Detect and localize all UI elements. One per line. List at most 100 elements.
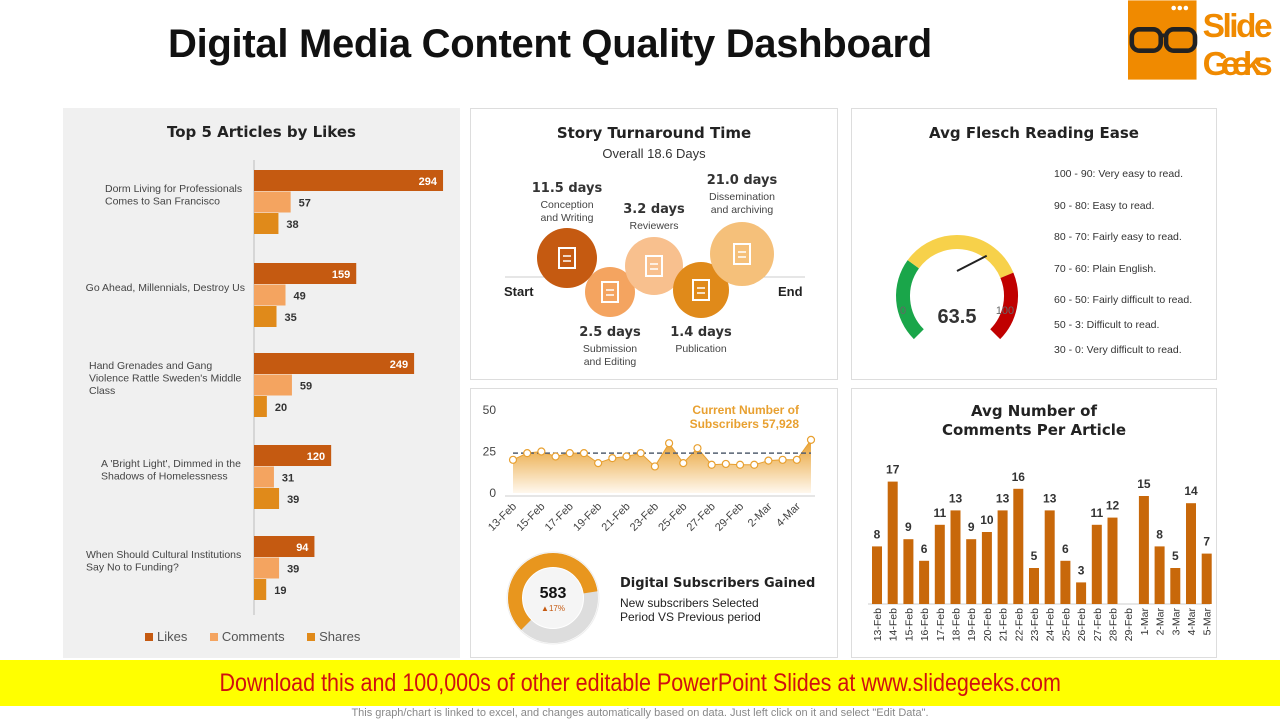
data-point <box>579 449 589 458</box>
document-pen-icon <box>558 247 576 269</box>
megaphone-icon <box>733 243 751 265</box>
annotation-line: Current Number of <box>692 403 799 417</box>
glasses-icon: Slide Geeks <box>1128 0 1273 80</box>
icon-shape <box>601 281 619 303</box>
stage-label: Publication <box>675 343 727 355</box>
y-tick-label: 0 <box>489 486 496 500</box>
donut-fill <box>508 553 598 643</box>
x-tick-label: 27-Feb <box>1092 608 1104 641</box>
data-label: 14 <box>1184 484 1198 498</box>
reading-ease-legend-item: 70 - 60: Plain English. <box>1054 263 1156 275</box>
data-point <box>636 449 645 458</box>
data-label: 11 <box>1090 506 1103 520</box>
x-tick-label: 5-Mar <box>1202 607 1214 635</box>
data-label: 15 <box>1137 477 1151 491</box>
data-label: 6 <box>921 542 928 556</box>
stage-circle <box>585 267 635 317</box>
stage-days: 11.5 days <box>532 181 603 196</box>
gained-value: 583 <box>540 585 567 602</box>
x-tick-label: 4-Mar <box>1186 607 1198 635</box>
reading-ease-legend-item: 60 - 50: Fairly difficult to read. <box>1054 294 1192 306</box>
desc-line: New subscribers Selected <box>620 596 759 610</box>
annotation-line: Subscribers 57,928 <box>689 417 799 431</box>
data-label: 13 <box>996 491 1010 505</box>
gauge-yellow-segment <box>907 235 1014 279</box>
bar <box>1154 546 1165 604</box>
x-tick-label: 3-Mar <box>1170 607 1182 635</box>
panel-title: Avg Number of Comments Per Article <box>852 402 1216 440</box>
bar <box>887 481 898 604</box>
icon-shape <box>645 255 663 277</box>
data-label: 11 <box>933 506 946 520</box>
legend-likes: Likes <box>145 629 187 644</box>
area-fill <box>513 439 811 493</box>
stage-label: Conception <box>540 199 593 211</box>
bar <box>1170 568 1181 604</box>
bar <box>1060 560 1071 604</box>
data-point <box>608 454 617 463</box>
data-point <box>679 459 688 468</box>
legend-comments: Comments <box>209 629 285 644</box>
data-point <box>806 435 816 444</box>
x-tick-label: 23-Feb <box>1029 608 1041 641</box>
x-tick-label: 16-Feb <box>919 608 931 641</box>
icon-shape <box>558 247 576 269</box>
stage-circle <box>625 237 683 295</box>
x-tick-label: 26-Feb <box>1076 608 1088 641</box>
end-label: End <box>778 284 803 299</box>
svg-text:Slide: Slide <box>1203 8 1273 45</box>
x-tick-label: 28-Feb <box>1108 608 1120 641</box>
icon-shape <box>692 279 710 301</box>
bar <box>981 532 992 604</box>
title-line: Comments Per Article <box>941 421 1127 439</box>
data-point <box>778 455 787 464</box>
x-tick-label: 2-Mar <box>1155 607 1167 635</box>
x-tick-label: 14-Feb <box>888 608 900 641</box>
stage-circle <box>673 262 729 318</box>
reading-ease-legend-item: 100 - 90: Very easy to read. <box>1054 168 1183 180</box>
stage-days: 1.4 days <box>670 325 732 340</box>
svg-text:Geeks: Geeks <box>1203 46 1273 80</box>
panel-title: Avg Flesch Reading Ease <box>929 124 1139 142</box>
x-tick-label: 29-Feb <box>1123 608 1135 641</box>
bar <box>1029 568 1039 604</box>
bar <box>872 546 882 604</box>
bar <box>1044 510 1055 604</box>
stage-circle <box>537 228 597 288</box>
data-point <box>664 439 674 448</box>
reading-ease-legend-item: 90 - 80: Easy to read. <box>1054 200 1154 212</box>
bar <box>1107 517 1118 604</box>
legend: Likes Comments Shares <box>145 628 378 646</box>
gauge-value: 63.5 <box>938 306 977 328</box>
x-tick-label: 19-Feb <box>966 608 978 641</box>
data-label: 13 <box>1043 491 1057 505</box>
globe-icon <box>692 279 710 301</box>
data-point <box>693 444 702 453</box>
stage-label: and Editing <box>584 356 637 368</box>
banner-text[interactable]: Download this and 100,000s of other edit… <box>219 669 1061 697</box>
data-point <box>551 452 560 461</box>
data-point <box>764 456 773 465</box>
data-point <box>735 460 745 469</box>
gauge-green-segment <box>896 260 924 340</box>
stage-label: Dissemination <box>709 191 775 203</box>
panel-title: Story Turnaround Time <box>556 124 752 142</box>
legend-shares: Shares <box>307 629 360 644</box>
data-point <box>508 455 518 464</box>
bar <box>903 539 914 604</box>
stage-label: and Writing <box>541 212 594 224</box>
series-line <box>512 439 812 468</box>
comments-panel: Avg Number of Comments Per Article <box>851 388 1217 658</box>
gauge-red-segment <box>990 272 1018 340</box>
data-point <box>594 459 603 468</box>
data-label: 17 <box>886 463 900 477</box>
stage-days: 21.0 days <box>707 173 778 188</box>
gained-description: New subscribers Selected Period VS Previ… <box>620 596 761 624</box>
download-banner[interactable]: Download this and 100,000s of other edit… <box>0 660 1280 706</box>
data-label: 12 <box>1106 499 1120 513</box>
gauge-max: 100 <box>996 305 1014 317</box>
data-label: 8 <box>874 527 881 541</box>
data-point <box>565 449 574 458</box>
